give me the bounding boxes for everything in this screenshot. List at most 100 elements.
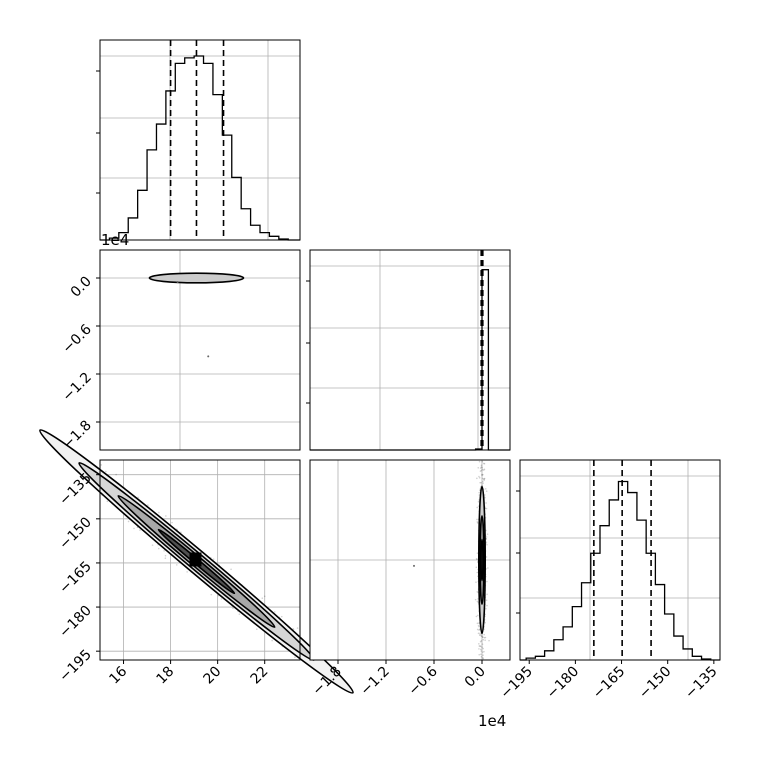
scatter-p2-p3-point: [480, 653, 482, 656]
scatter-p2-p3-point: [479, 470, 482, 472]
scatter-p2-p3-point: [478, 648, 480, 650]
scatter-p1-p3-point: [238, 613, 241, 616]
scatter-p1-p3-point: [133, 527, 135, 530]
scatter-p2-p3-point: [481, 477, 484, 480]
scatter-p2-p3-point: [480, 481, 483, 484]
scatter-p2-p3-point: [478, 477, 481, 479]
scatter-p2-p3-point: [478, 645, 481, 647]
scatter-p2-p3-point: [476, 518, 478, 521]
scatter-p1-p3-point: [261, 597, 264, 599]
scatter-p2-p3-point: [478, 628, 481, 631]
scatter-p1-p3-point: [139, 529, 141, 531]
scatter-p2-p3-point: [484, 639, 486, 641]
hist-p2-border: [309, 249, 511, 451]
scatter-p2-p3-point: [485, 538, 488, 540]
scatter-p1-p3-point: [137, 496, 139, 499]
scatter-p2-p3-point: [476, 571, 478, 574]
scatter-p2-p3-xtick-label-2: −0.6: [405, 663, 440, 698]
scatter-p1-p3-point: [212, 558, 215, 561]
scatter-p1-p3-point: [186, 571, 188, 573]
scatter-p2-p3-point: [476, 590, 479, 593]
scatter-p1-p3-point: [292, 627, 294, 630]
scatter-p2-p3-border: [309, 459, 511, 661]
scatter-p2-p3-point: [482, 473, 484, 476]
scatter-p2-p3-point: [476, 558, 478, 561]
scatter-p1-p3-point: [165, 515, 167, 517]
scatter-p1-p3-point: [280, 615, 283, 618]
scatter-p2-p3-point: [478, 643, 480, 645]
scatter-p1-p3-ytick-label-4: −195: [56, 647, 95, 686]
scatter-p1-p3-point: [175, 564, 178, 566]
scatter-p1-p3-point: [255, 628, 258, 631]
scatter-p2-p3-point: [480, 635, 483, 638]
scatter-p1-p3-point: [105, 470, 107, 473]
scatter-p1-p2-ytick-label-2: −1.2: [59, 370, 94, 405]
scatter-p1-p3-point: [273, 611, 276, 613]
scatter-p2-p3-point: [483, 462, 485, 465]
scatter-p2-p3-point: [483, 468, 486, 471]
scatter-p2-p3-point: [482, 478, 485, 480]
scatter-p2-p3-point: [481, 460, 484, 463]
scatter-p2-p3-point: [479, 481, 481, 484]
hist-p3-xtick-label-3: −150: [636, 664, 675, 703]
scatter-p2-p3-point: [486, 580, 488, 583]
scatter-p2-p3-point: [483, 633, 485, 636]
scatter-p2-p3-point: [480, 650, 483, 652]
scatter-p2-p3-point: [475, 566, 478, 569]
scatter-p2-p3-point: [484, 488, 487, 490]
scatter-p2-p3-point: [486, 604, 488, 607]
scatter-p1-p3-point: [180, 531, 182, 534]
scatter-p1-p2-outlier-1: [176, 281, 179, 283]
scatter-p1-p3-point: [106, 500, 109, 503]
scatter-p2-p3-point: [480, 464, 483, 467]
scatter-p2-p3-point: [482, 657, 485, 660]
scatter-p2-p3-point: [475, 615, 478, 618]
scatter-p2-p3-point: [482, 647, 484, 650]
scatter-p2-p3-point: [478, 460, 481, 463]
scatter-p2-p3-point: [479, 634, 481, 636]
scatter-p1-p3-point: [127, 520, 130, 523]
scatter-p2-p3-point: [484, 636, 487, 639]
scatter-p1-p3-xtick-label-2: 20: [201, 664, 225, 688]
scatter-p2-p3-point: [483, 650, 485, 653]
scatter-p2-p3-point: [480, 469, 483, 472]
hist-p1-border: [99, 39, 301, 241]
scatter-p2-p3-point: [476, 477, 478, 480]
scatter-p2-p3-point: [478, 629, 480, 631]
scatter-p2-p3-point: [481, 468, 484, 471]
scatter-p2-p3-xtick-label-3: 0.0: [462, 664, 489, 691]
scatter-p2-p3-point: [482, 480, 484, 483]
scatter-p2-p3-point: [477, 632, 480, 635]
scatter-p2-p3-point: [476, 622, 479, 625]
scatter-p2-p3-point: [481, 643, 484, 645]
scatter-p2-p3-point: [479, 640, 482, 643]
scatter-p1-p3-point: [164, 554, 167, 557]
scatter-p1-p3-xtick-label-3: 22: [248, 664, 272, 688]
scatter-p2-p3-point: [476, 521, 479, 523]
scatter-p2-p3-point: [477, 466, 480, 469]
scatter-p2-p3-point: [480, 640, 483, 642]
scatter-p1-p2-ytick-label-0: 0.0: [68, 274, 95, 301]
scatter-p1-p3-point: [296, 627, 299, 629]
scatter-p2-p3-point: [481, 636, 484, 638]
scatter-p1-p3-ytick-label-2: −165: [56, 558, 95, 597]
scatter-p2-p3-point: [478, 491, 480, 494]
scatter-p2-p3-point: [479, 634, 481, 636]
scatter-p2-p3-point: [477, 614, 479, 617]
scatter-p1-p3-ytick-label-3: −180: [56, 603, 95, 642]
scatter-p2-p3-point: [481, 646, 483, 649]
hist-p3-frame: [519, 459, 721, 661]
scatter-p2-p3-point: [478, 625, 481, 628]
scatter-p2-p3-point: [485, 507, 488, 510]
scatter-p2-p3-point: [479, 632, 481, 635]
scatter-p2-p3-point: [485, 502, 487, 504]
scatter-p1-p2-contour-2: [148, 272, 245, 284]
scatter-p2-p3-point: [480, 656, 483, 658]
offset-label-left: 1e4: [101, 231, 129, 249]
scatter-p2-p3-point: [479, 467, 482, 469]
scatter-p2-p3-point: [482, 654, 484, 657]
scatter-p1-p3-ytick-label-1: −150: [56, 514, 95, 553]
scatter-p2-p3-point: [481, 636, 484, 638]
scatter-p2-p3-point: [475, 557, 478, 560]
scatter-p1-p2-outlier-0: [207, 355, 210, 358]
